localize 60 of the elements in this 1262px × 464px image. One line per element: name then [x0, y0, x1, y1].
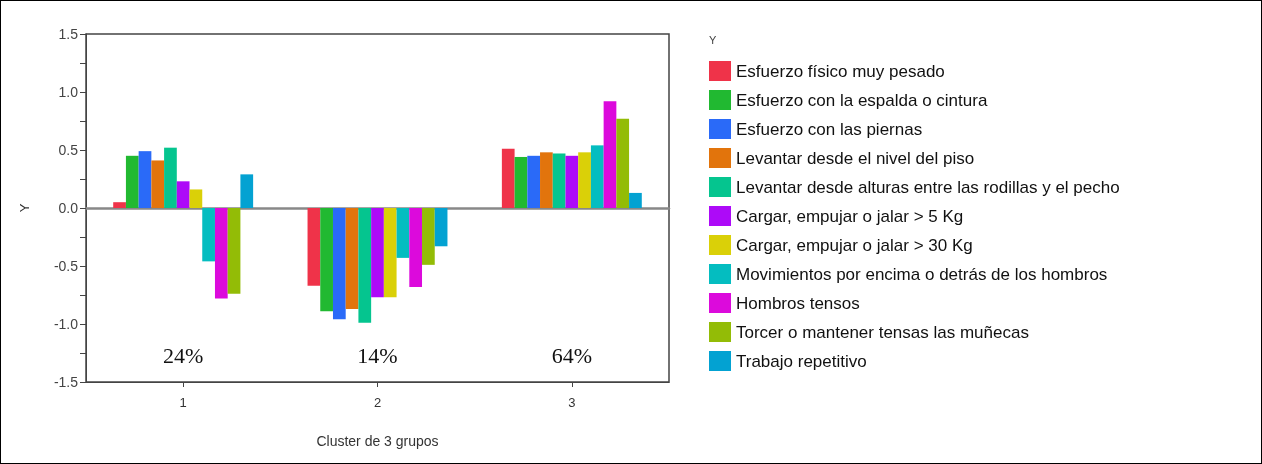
- x-tick-label: 1: [179, 395, 187, 410]
- bar: [371, 208, 384, 298]
- annotation: 24%: [163, 342, 204, 368]
- bar: [332, 208, 346, 320]
- bar: [422, 208, 435, 265]
- bar: [189, 189, 203, 208]
- bar: [565, 155, 579, 208]
- bar: [307, 208, 321, 286]
- legend-label: Esfuerzo físico muy pesado: [736, 61, 945, 81]
- annotation: 64%: [551, 342, 592, 368]
- bar: [345, 208, 359, 309]
- bar: [552, 153, 566, 208]
- bar: [125, 155, 139, 208]
- bar: [358, 208, 372, 323]
- bar: [629, 192, 642, 208]
- x-axis-title: Cluster de 3 grupos: [316, 433, 439, 449]
- x-tick-label: 2: [373, 395, 382, 410]
- y-tick-label: 1.0: [58, 84, 79, 100]
- bar: [409, 208, 423, 287]
- bar: [240, 174, 254, 208]
- legend-label: Cargar, empujar o jalar > 5 Kg: [736, 206, 964, 226]
- bar: [527, 155, 541, 208]
- bar: [383, 208, 397, 298]
- bar: [164, 147, 177, 208]
- legend-label: Movimientos por encima o detrás de los hombros: [736, 264, 1108, 284]
- bar: [590, 145, 604, 208]
- bar: [616, 118, 630, 208]
- x-tick-label: 3: [568, 395, 576, 410]
- bar: [151, 160, 165, 208]
- legend-label: Levantar desde el nivel del piso: [736, 148, 975, 168]
- bar: [138, 151, 152, 208]
- y-axis-title: Y: [17, 203, 32, 213]
- bar: [202, 208, 215, 262]
- legend-label: Cargar, empujar o jalar > 30 Kg: [736, 235, 973, 255]
- bar: [320, 208, 333, 312]
- bar: [501, 148, 515, 208]
- bar: [578, 152, 591, 208]
- legend-label: Esfuerzo con la espalda o cintura: [736, 90, 988, 110]
- bar: [434, 208, 448, 247]
- bar: [214, 208, 228, 299]
- y-tick-label: 0.0: [58, 200, 79, 216]
- legend-title: Y: [709, 33, 717, 46]
- annotation: 14%: [357, 342, 398, 368]
- y-tick-label: -1.5: [53, 374, 79, 390]
- bar: [113, 202, 126, 208]
- bar: [603, 101, 617, 208]
- y-tick-label: -1.0: [53, 316, 79, 332]
- y-tick-label: 1.5: [58, 26, 79, 42]
- legend-label: Levantar desde alturas entre las rodillas y el pecho: [736, 177, 1120, 197]
- legend-label: Esfuerzo con las piernas: [736, 119, 923, 139]
- legend-label: Trabajo repetitivo: [736, 351, 867, 371]
- bar: [227, 208, 241, 294]
- legend-label: Torcer o mantener tensas las muñecas: [736, 322, 1029, 342]
- y-tick-label: -0.5: [53, 258, 79, 274]
- legend-label: Hombros tensos: [736, 293, 860, 313]
- bar: [396, 208, 410, 258]
- bar: [176, 181, 190, 208]
- bar: [514, 156, 528, 208]
- y-tick-label: 0.5: [58, 142, 79, 158]
- bar: [540, 152, 553, 208]
